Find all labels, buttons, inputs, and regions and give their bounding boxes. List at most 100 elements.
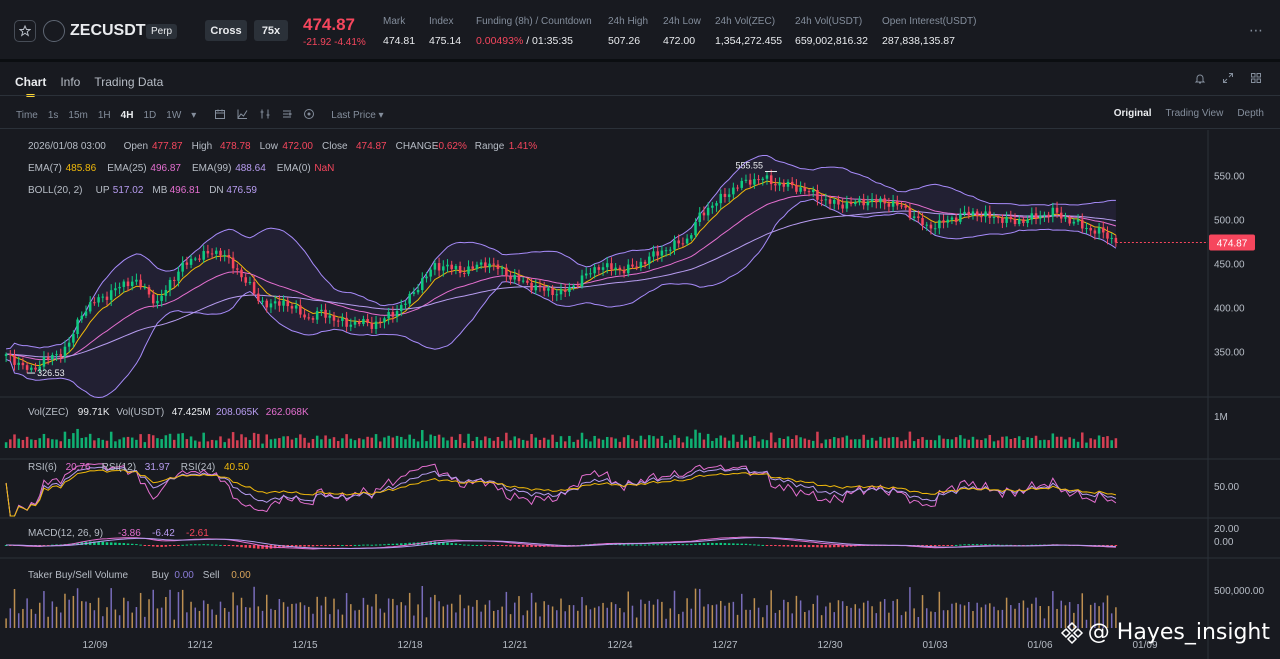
macd-histogram-bar (248, 545, 252, 548)
interval-time[interactable]: Time (16, 110, 38, 121)
margin-mode-button[interactable]: Cross (205, 20, 247, 41)
candle-body (648, 256, 651, 264)
candle-body (795, 185, 798, 192)
candle-body (500, 267, 504, 269)
bell-icon[interactable] (1194, 72, 1206, 88)
symbol-title[interactable]: ZECUSDT (70, 22, 146, 39)
candle-body (992, 217, 996, 219)
stat-value: 659,002,816.32 (795, 35, 868, 47)
expand-icon[interactable] (1222, 72, 1234, 88)
macd-histogram-bar (114, 542, 117, 545)
taker-volume-bar (198, 610, 201, 628)
chevron-down-icon[interactable]: ▾ (191, 110, 197, 121)
candle-body (290, 306, 294, 309)
taker-volume-bar (715, 604, 718, 628)
price-type-select[interactable]: Last Price ▾ (331, 110, 384, 121)
time-tick-label: 01/09 (1132, 640, 1157, 651)
star-icon[interactable] (14, 20, 36, 42)
volume-bar (896, 437, 899, 448)
tab-chart[interactable]: Chart (15, 75, 47, 89)
taker-volume-bar (770, 590, 772, 628)
volume-bar (1102, 436, 1105, 448)
macd-histogram-bar (996, 544, 1000, 546)
macd-histogram-bar (790, 545, 794, 547)
interval-1w[interactable]: 1W (166, 110, 182, 121)
interval-1s[interactable]: 1s (47, 110, 59, 121)
bollinger-band-area (6, 155, 1116, 398)
taker-volume-bar (934, 612, 936, 628)
taker-volume-bar (396, 605, 398, 628)
taker-volume-bar (900, 615, 903, 628)
settings-icon[interactable] (281, 108, 293, 123)
taker-volume-bar (942, 610, 945, 628)
taker-volume-bar (223, 608, 226, 628)
candle-body (97, 297, 100, 303)
view-depth[interactable]: Depth (1237, 108, 1264, 119)
taker-volume-bar (404, 605, 407, 628)
volume-bar (765, 440, 769, 448)
indicator-icon[interactable] (236, 108, 249, 123)
macd-histogram-bar (172, 545, 176, 546)
view-trading-view[interactable]: Trading View (1165, 108, 1224, 119)
candle-body (866, 201, 870, 206)
volume-bar (992, 441, 996, 448)
taker-volume-bar (127, 601, 129, 628)
taker-volume-bar (144, 616, 146, 628)
candle-body (837, 199, 840, 205)
volume-bar (1085, 442, 1088, 448)
candle-body (988, 211, 992, 218)
volume-bar (534, 437, 538, 448)
ohlc-legend-item: 474.87 (356, 141, 387, 152)
macd-histogram-bar (681, 544, 685, 546)
candle-body (374, 321, 378, 329)
volume-bar (391, 437, 395, 448)
taker-volume-bar (358, 609, 360, 628)
candle-body (349, 324, 353, 327)
candle-body (181, 262, 184, 272)
taker-volume-bar (614, 604, 617, 628)
ohlc-legend-item: Open (124, 141, 148, 152)
stat-label[interactable]: Open Interest(USDT) (882, 16, 977, 27)
macd-histogram-bar (421, 542, 424, 545)
taker-volume-bar (362, 597, 365, 628)
interval-1d[interactable]: 1D (143, 110, 157, 121)
calendar-icon[interactable] (214, 108, 226, 123)
taker-volume-bar (295, 603, 297, 628)
tab-trading-data[interactable]: Trading Data (94, 75, 164, 89)
candle-body (954, 217, 958, 222)
taker-volume-bar (913, 608, 915, 628)
stat-funding: Funding (8h) / Countdown 0.00493% / 01:3… (476, 16, 592, 47)
interval-1h[interactable]: 1H (97, 110, 111, 121)
macd-histogram-bar (210, 544, 214, 546)
grid-icon[interactable] (1250, 72, 1262, 88)
leverage-button[interactable]: 75x (254, 20, 288, 41)
candle-body (908, 207, 912, 219)
more-icon[interactable]: ⋯ (1249, 22, 1264, 38)
tab-info[interactable]: Info (60, 75, 81, 89)
candle-body (929, 224, 933, 229)
volume-bar (685, 436, 689, 448)
volume-bar (454, 439, 458, 448)
taker-volume-bar (181, 589, 184, 628)
view-original[interactable]: Original (1113, 108, 1152, 119)
volume-bar (59, 441, 63, 448)
taker-volume-bar (997, 610, 999, 628)
candle-body (311, 318, 315, 320)
macd-histogram-bar (143, 545, 147, 546)
taker-volume-bar (1102, 602, 1105, 628)
interval-15m[interactable]: 15m (68, 110, 88, 121)
taker-volume-bar (455, 612, 457, 628)
rsi-legend-label: RSI(12) (102, 462, 136, 473)
candlestick-chart[interactable]: 350.00 400.00 450.00 500.00 550.00 1M 50.00 20.… (0, 130, 1280, 659)
time-tick-label: 01/03 (922, 640, 947, 651)
camera-icon[interactable] (303, 108, 315, 123)
interval-4h[interactable]: 4H (120, 110, 134, 121)
candle-body (1085, 227, 1088, 229)
taker-volume-bar (236, 605, 239, 628)
rsi-line (5, 466, 1117, 517)
taker-volume-bar (240, 597, 243, 628)
candle-body (1051, 207, 1055, 217)
compare-icon[interactable] (259, 108, 271, 123)
stat-label[interactable]: Funding (8h) / Countdown (476, 16, 592, 27)
candle-body (1038, 215, 1042, 219)
